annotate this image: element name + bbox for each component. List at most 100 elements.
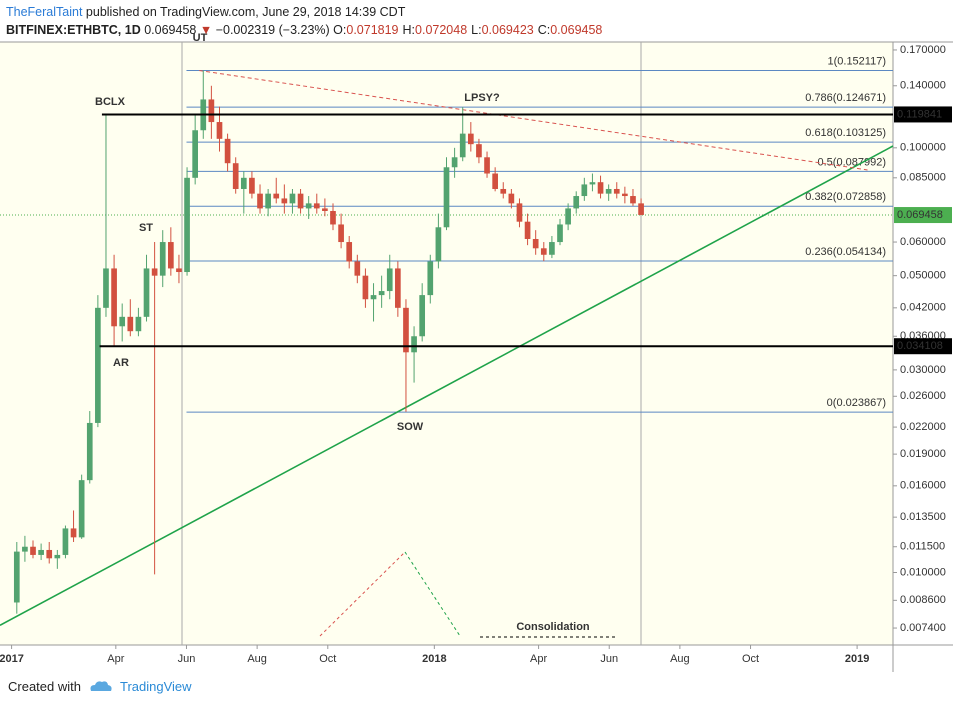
candle-body (346, 242, 353, 262)
logo (90, 681, 112, 691)
candle-body (168, 242, 174, 269)
price-box (894, 338, 952, 355)
candle-body (159, 242, 166, 276)
candle-body (435, 227, 442, 262)
x-tick-label: Jun (600, 653, 618, 665)
arrow: ▼ (199, 23, 213, 37)
x-tick-label: Apr (530, 653, 547, 665)
y-tick-label: 0.060000 (900, 236, 946, 248)
trendline (0, 145, 894, 627)
candle-body (184, 177, 190, 273)
candle-body (38, 549, 44, 555)
x-tick-label: Apr (107, 653, 124, 665)
candle-body (78, 480, 85, 538)
x-tick-label: Oct (742, 653, 759, 665)
candle-body (232, 163, 239, 189)
ohlc: O:0.071819 H:0.072048 L:0.069423 C:0.069458 (333, 23, 606, 37)
y-tick-label: 0.013500 (900, 511, 946, 523)
candle-body (403, 307, 409, 353)
candle-body (630, 196, 636, 204)
header: TheFeralTaint published on TradingView.c… (6, 3, 606, 39)
volume-wedge (319, 551, 406, 637)
annotation: Consolidation (516, 621, 590, 633)
candle-body (516, 203, 523, 222)
candle-body (581, 184, 588, 197)
candle-body (411, 336, 417, 353)
trendline (199, 69, 868, 171)
candle-body (540, 248, 547, 255)
candle-body (22, 546, 28, 552)
candle-body (322, 208, 328, 211)
candle-body (589, 182, 596, 185)
candle-body (354, 261, 361, 276)
annotation: SOW (397, 421, 424, 433)
candle-body (111, 268, 117, 327)
ohlc-label: H: (402, 23, 416, 37)
plot-bg (0, 42, 893, 645)
candle-body (532, 238, 539, 249)
candle-body (605, 188, 612, 194)
ohlc-value: 0.069458 (550, 23, 603, 37)
candle-body (508, 193, 515, 204)
candle-body (549, 242, 555, 255)
candle-body (484, 157, 490, 174)
candle-body (119, 316, 126, 327)
fib-label: 1(0.152117) (827, 55, 886, 67)
y-tick-label: 0.022000 (900, 421, 946, 433)
candle-body (257, 193, 263, 209)
candle-body (362, 275, 369, 300)
y-tick-label: 0.016000 (900, 480, 946, 492)
volume-wedge (404, 551, 461, 637)
symbol-line: BITFINEX:ETHBTC, 1D 0.069458 ▼ −0.002319… (6, 21, 606, 39)
fib-label: 0.786(0.124671) (805, 92, 886, 104)
y-tick-label: 0.026000 (900, 390, 946, 402)
fib-label: 0.236(0.054134) (805, 246, 886, 258)
candle-body (386, 268, 393, 292)
candle-body (330, 210, 336, 225)
candle-body (419, 295, 426, 337)
x-tick-label: Oct (319, 653, 336, 665)
candle-body (573, 196, 580, 209)
candle-body (451, 157, 458, 168)
candle-body (297, 193, 304, 209)
y-tick-label: 0.100000 (900, 142, 946, 154)
ohlc-value: 0.069423 (481, 23, 534, 37)
x-tick-label: 2019 (845, 653, 869, 665)
candle-body (208, 99, 215, 123)
candle-body (370, 295, 377, 300)
candle-body (638, 203, 644, 215)
candle-body (249, 177, 255, 194)
candle-body (135, 316, 142, 332)
candle-body (289, 193, 296, 204)
price-box (894, 106, 952, 123)
candle-body (500, 188, 507, 194)
candle-body (524, 221, 531, 239)
candle-body (127, 316, 134, 332)
published: published on TradingView.com, June 29, 2… (85, 5, 406, 19)
candle-body (224, 138, 231, 164)
candle-body (13, 551, 20, 603)
x-tick-label: 2018 (422, 653, 446, 665)
candle-body (597, 182, 604, 194)
candle-body (273, 193, 280, 199)
change: −0.002319 (−3.23%) (215, 23, 330, 37)
x-tick-label: Jun (178, 653, 196, 665)
candle-body (216, 122, 223, 139)
y-tick-label: 0.019000 (900, 448, 946, 460)
ohlc-value: 0.072048 (415, 23, 468, 37)
author[interactable]: TheFeralTaint (6, 5, 83, 19)
ohlc-label: C: (537, 23, 551, 37)
candle-body (176, 268, 182, 273)
ohlc-label: O: (333, 23, 347, 37)
candle-body (54, 554, 61, 559)
y-tick-label: 0.140000 (900, 80, 946, 92)
annotation: LPSY? (464, 92, 500, 104)
price-box-label: 0.034108 (897, 340, 943, 352)
candle-body (86, 422, 93, 481)
brand[interactable]: TradingView (120, 679, 192, 694)
x-tick-label: Aug (670, 653, 690, 665)
candle-body (443, 167, 450, 228)
candle-body (62, 528, 69, 555)
candle-body (265, 193, 271, 209)
ohlc-value: 0.071819 (346, 23, 399, 37)
